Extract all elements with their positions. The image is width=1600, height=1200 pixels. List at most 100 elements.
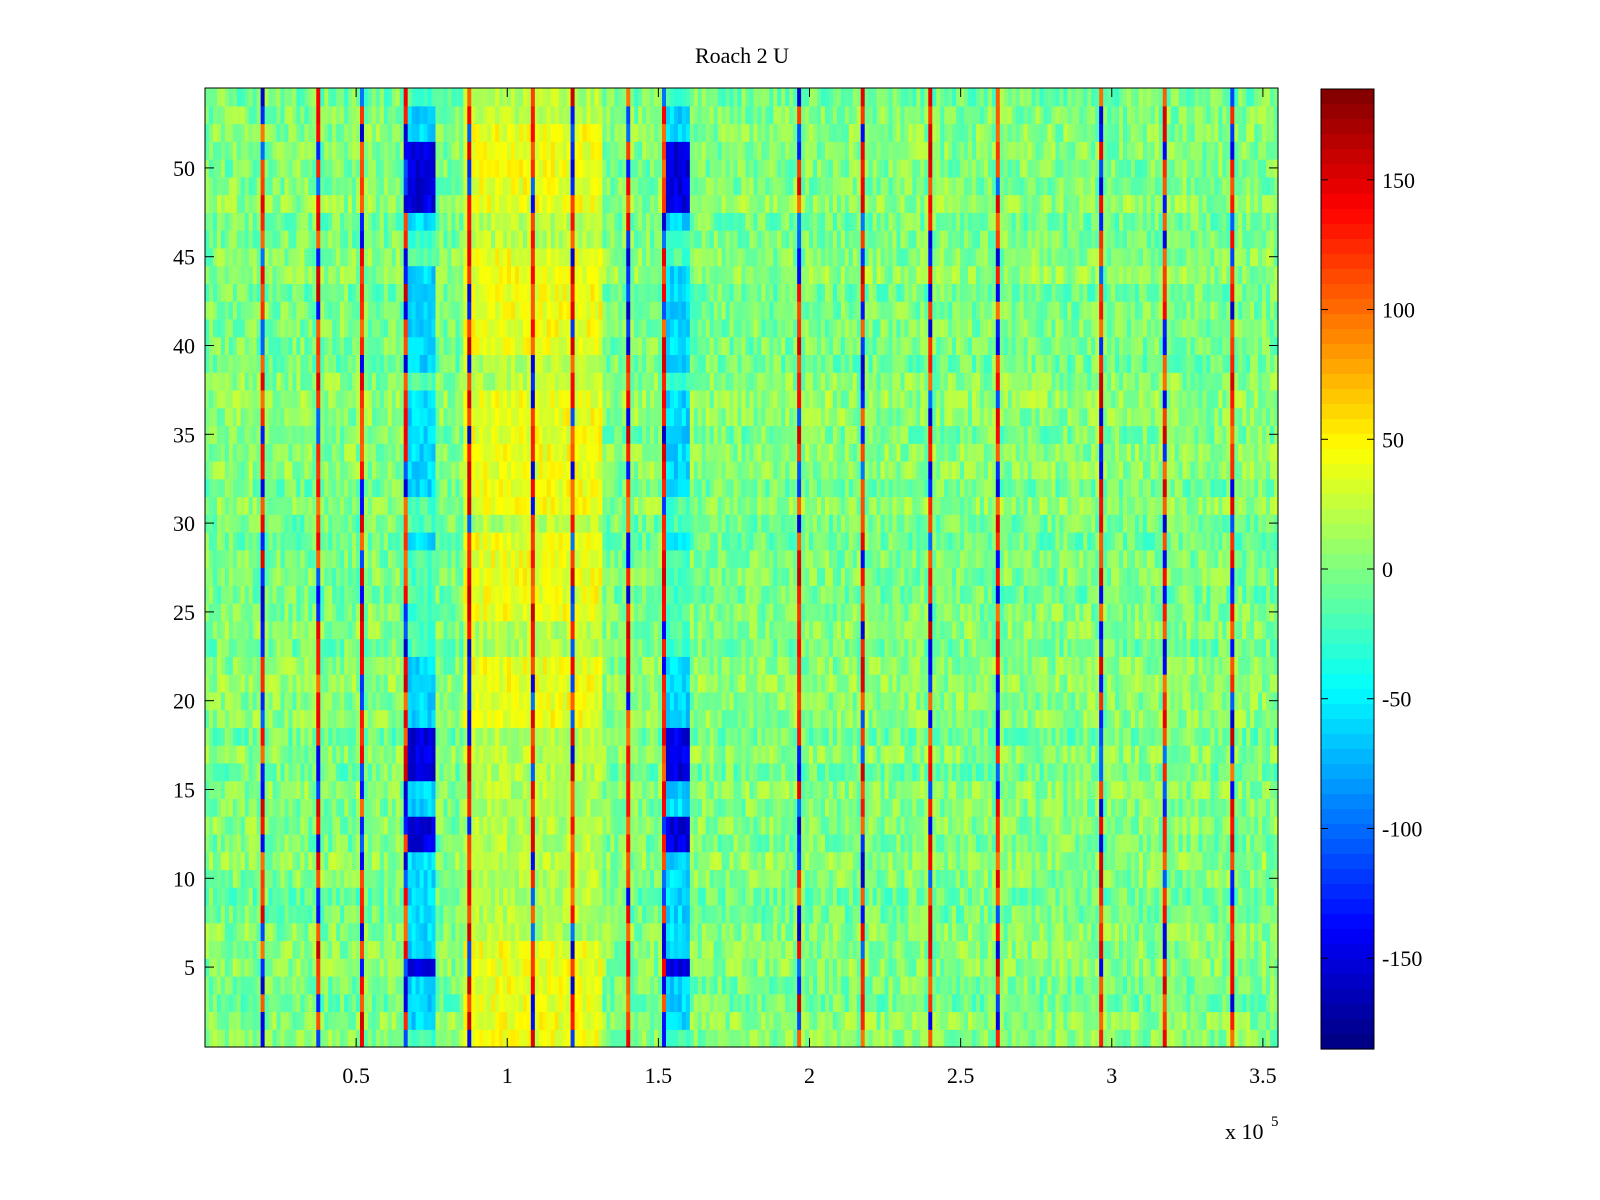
heatmap-cell <box>769 762 774 782</box>
heatmap-cell <box>411 869 417 888</box>
heatmap-cell <box>236 940 242 959</box>
heatmap-cell <box>268 745 274 764</box>
heatmap-cell <box>383 780 389 799</box>
heatmap-cell <box>383 904 389 924</box>
heatmap-cell <box>1011 1011 1017 1030</box>
heatmap-cell <box>1107 904 1112 924</box>
heatmap-cell <box>697 851 703 871</box>
heatmap-cell <box>1266 798 1271 817</box>
heatmap-cell <box>797 869 802 888</box>
heatmap-cell <box>1067 940 1072 959</box>
heatmap-cell <box>983 762 989 782</box>
heatmap-cell <box>618 993 623 1013</box>
heatmap-cell <box>1087 869 1092 888</box>
heatmap-cell <box>1123 958 1128 977</box>
heatmap-cell <box>856 922 862 942</box>
heatmap-cell <box>1178 816 1184 835</box>
heatmap-cell <box>991 745 997 764</box>
heatmap-cell <box>991 833 997 853</box>
heatmap-cell <box>1242 904 1247 924</box>
heatmap-cell <box>956 904 961 924</box>
heatmap-cell <box>1059 798 1064 817</box>
heatmap-cell <box>805 958 810 977</box>
heatmap-cell <box>856 940 862 959</box>
heatmap-cell <box>876 780 882 799</box>
heatmap-cell <box>320 922 325 942</box>
heatmap-cell <box>1222 975 1227 995</box>
heatmap-cell <box>534 993 540 1013</box>
heatmap-cell <box>574 922 580 942</box>
heatmap-cell <box>809 745 814 764</box>
heatmap-cell <box>268 727 274 746</box>
heatmap-cell <box>614 780 619 799</box>
heatmap-cell <box>216 709 222 728</box>
heatmap-cell <box>860 904 866 924</box>
heatmap-cell <box>507 975 512 995</box>
heatmap-cell <box>669 762 675 782</box>
heatmap-cell <box>228 762 234 782</box>
heatmap-cell <box>995 958 1001 977</box>
heatmap-cell <box>1218 993 1223 1013</box>
heatmap-cell <box>646 1011 651 1030</box>
heatmap-cell <box>940 869 945 888</box>
heatmap-cell <box>956 958 961 977</box>
heatmap-cell <box>348 869 353 888</box>
heatmap-cell <box>503 922 508 942</box>
heatmap-cell <box>868 993 874 1013</box>
heatmap-cell <box>534 709 540 728</box>
heatmap-cell <box>1039 922 1045 942</box>
heatmap-cell <box>892 1029 898 1048</box>
heatmap-cell <box>654 940 659 959</box>
heatmap-cell <box>932 869 937 888</box>
heatmap-cell <box>606 869 611 888</box>
heatmap-cell <box>1007 975 1013 995</box>
heatmap-cell <box>1126 762 1132 782</box>
heatmap-cell <box>483 727 488 746</box>
heatmap-cell <box>352 798 357 817</box>
heatmap-cell <box>1115 958 1120 977</box>
heatmap-cell <box>431 833 437 853</box>
heatmap-cell <box>507 1029 512 1048</box>
heatmap-cell <box>916 993 921 1013</box>
heatmap-cell <box>435 904 441 924</box>
heatmap-cell <box>1107 922 1112 942</box>
heatmap-cell <box>1266 816 1271 835</box>
heatmap-cell <box>630 745 635 764</box>
heatmap-cell <box>729 762 735 782</box>
heatmap-cell <box>709 762 715 782</box>
heatmap-cell <box>244 780 250 799</box>
heatmap-cell <box>431 851 437 871</box>
heatmap-cell <box>761 922 766 942</box>
heatmap-cell <box>1031 745 1037 764</box>
heatmap-cell <box>864 904 870 924</box>
heatmap-cell <box>1238 851 1243 871</box>
heatmap-cell <box>240 727 246 746</box>
heatmap-cell <box>781 940 786 959</box>
heatmap-cell <box>713 745 719 764</box>
heatmap-cell <box>761 833 766 853</box>
heatmap-cell <box>507 851 512 871</box>
heatmap-cell <box>1011 887 1017 906</box>
heatmap-cell <box>205 816 210 835</box>
heatmap-cell <box>757 958 762 977</box>
heatmap-cell <box>713 904 719 924</box>
heatmap-cell <box>1246 1029 1251 1048</box>
heatmap-cell <box>272 798 278 817</box>
heatmap-cell <box>721 904 727 924</box>
heatmap-cell <box>479 798 484 817</box>
heatmap-cell <box>1270 904 1275 924</box>
heatmap-cell <box>1119 745 1124 764</box>
heatmap-cell <box>423 887 429 906</box>
heatmap-cell <box>1091 851 1096 871</box>
heatmap-cell <box>737 709 743 728</box>
heatmap-cell <box>1115 727 1120 746</box>
heatmap-cell <box>439 887 445 906</box>
heatmap-cell <box>514 727 520 746</box>
heatmap-cell <box>1047 940 1053 959</box>
heatmap-cell <box>928 940 933 959</box>
heatmap-cell <box>467 869 472 888</box>
heatmap-cell <box>1230 1029 1235 1048</box>
heatmap-cell <box>447 922 452 942</box>
heatmap-cell <box>805 887 810 906</box>
heatmap-cell <box>626 798 631 817</box>
